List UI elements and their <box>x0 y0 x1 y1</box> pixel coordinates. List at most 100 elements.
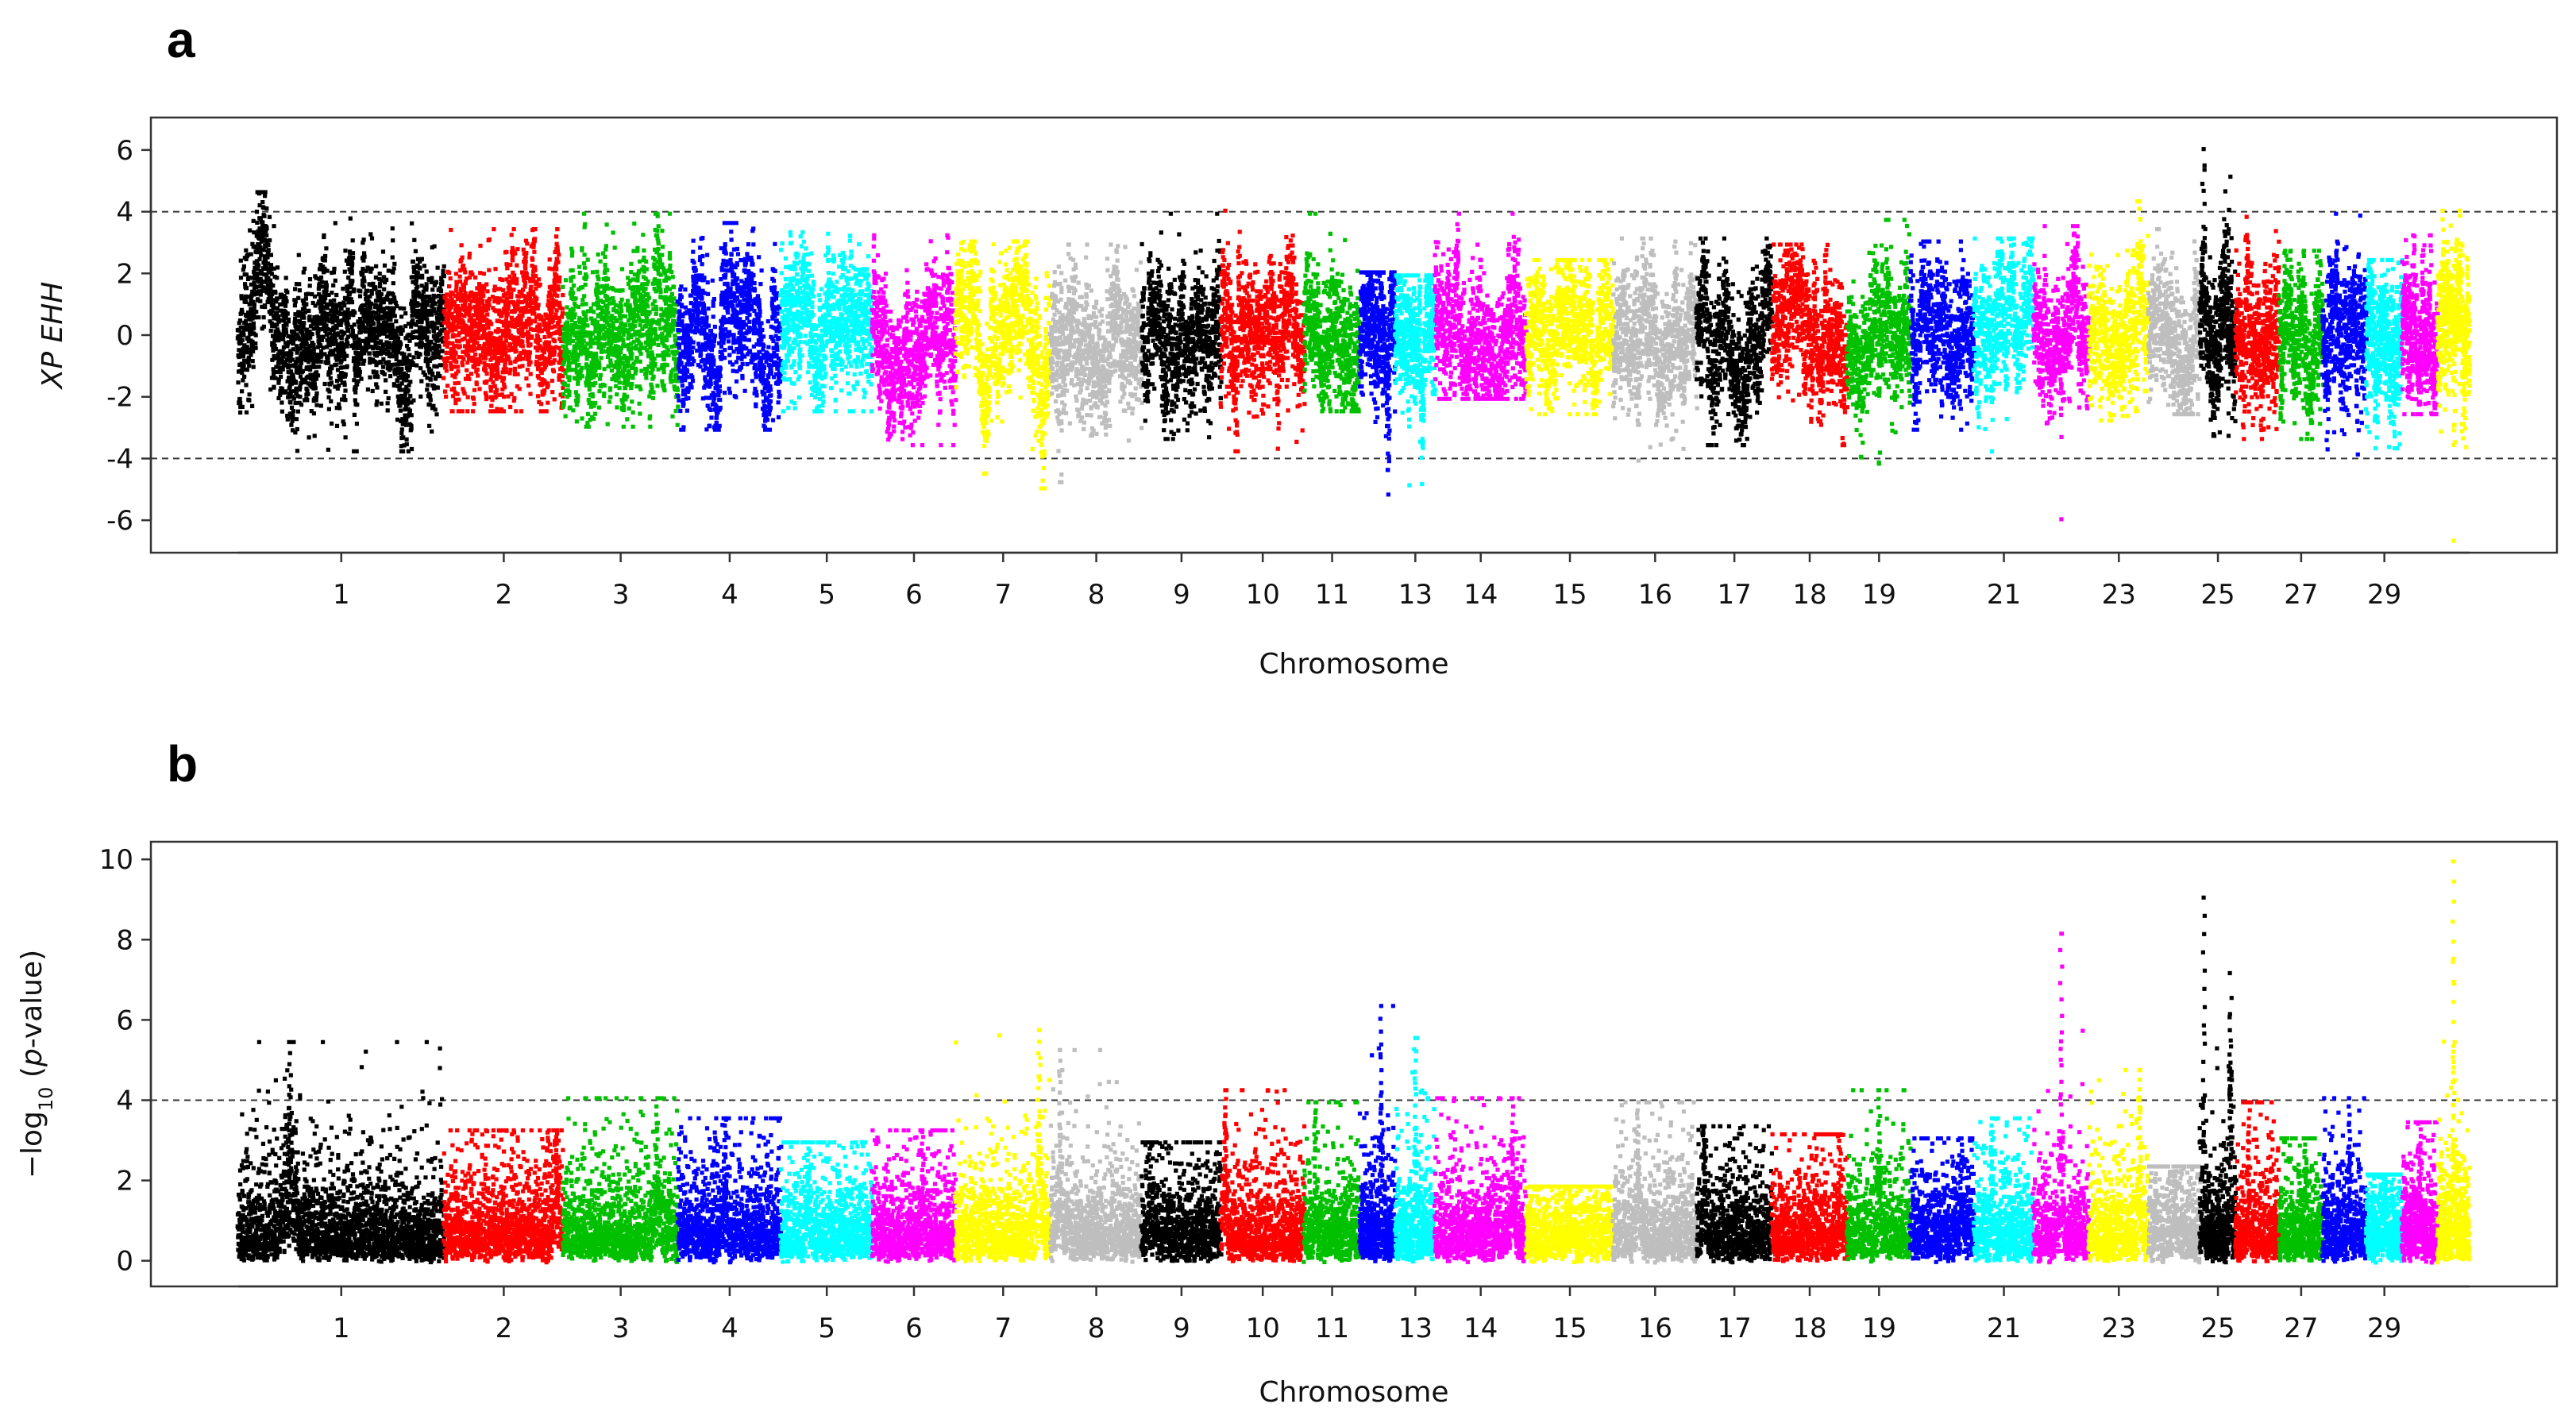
a-points-chr-27 <box>2277 249 2326 442</box>
b-series-chr-21 <box>1972 1116 2037 1264</box>
a-points-chr-21 <box>1971 236 2036 453</box>
b-points-chr-30 <box>2399 1120 2441 1265</box>
b-x-tick-label: 10 <box>1246 1313 1280 1344</box>
b-points-chr-7 <box>952 1028 1054 1263</box>
a-series-chr-21 <box>1971 236 2036 453</box>
b-points-chr-24 <box>2146 1164 2203 1265</box>
b-y-tick-label: 8 <box>116 924 133 956</box>
a-points-chr-30 <box>2400 233 2441 417</box>
b-x-tick-label: 16 <box>1638 1313 1672 1344</box>
b-x-tick-label: 19 <box>1862 1313 1896 1344</box>
b-points-chr-13 <box>1392 1035 1438 1264</box>
b-x-tick-label: 21 <box>1987 1313 2021 1344</box>
a-y-tick-label: -4 <box>106 443 133 475</box>
a-x-tick-label: 17 <box>1718 579 1752 611</box>
a-points-chr-19 <box>1845 218 1914 466</box>
b-series-chr-2 <box>442 1128 565 1265</box>
a-points-chr-24 <box>2146 227 2202 417</box>
b-series-chr-25 <box>2197 895 2239 1265</box>
panel-a-y-axis: -6 -4 -2 0 2 4 6 <box>106 135 152 537</box>
b-x-tick-label: 29 <box>2367 1313 2401 1344</box>
b-points-chr-2 <box>442 1128 565 1265</box>
b-x-tick-label: 6 <box>905 1313 923 1344</box>
a-points-chr-14 <box>1433 211 1529 401</box>
panel-b-letter: b <box>167 735 198 792</box>
a-x-tick-label: 25 <box>2200 579 2235 611</box>
b-series-chr-6 <box>870 1128 958 1264</box>
b-x-tick-label: 7 <box>994 1313 1012 1344</box>
b-x-tick-label: 13 <box>1398 1313 1433 1344</box>
b-points-chr-23 <box>2086 1068 2151 1263</box>
b-y-tick-label: 10 <box>99 844 133 876</box>
a-points-chr-7 <box>953 239 1053 491</box>
a-points-chr-11 <box>1301 211 1363 414</box>
a-points-chr-3 <box>561 211 681 429</box>
panel-a-x-axis: 1 2 3 4 5 6 7 8 9 10 11 13 14 15 16 17 18 19 21 23 25 27 29 <box>238 551 2470 611</box>
b-series-chr-5 <box>778 1140 875 1264</box>
b-x-tick-label: 3 <box>612 1313 630 1344</box>
b-points-chr-15 <box>1523 1184 1616 1264</box>
a-points-chr-4 <box>675 221 784 432</box>
b-y-tick-label: 6 <box>116 1005 133 1036</box>
b-series-chr-20 <box>1907 1136 1976 1264</box>
b-series-chr-4 <box>675 1116 784 1265</box>
b-series-chr-12 <box>1357 1004 1398 1263</box>
b-x-tick-label: 25 <box>2200 1313 2235 1344</box>
a-x-tick-label: 4 <box>721 579 738 611</box>
b-points-chr-10 <box>1218 1088 1307 1263</box>
b-points-chr-29 <box>2364 1172 2404 1265</box>
b-points-chr-16 <box>1610 1100 1699 1265</box>
a-x-tick-label: 3 <box>612 579 630 611</box>
b-y-tick-label: 4 <box>116 1085 133 1116</box>
b-series-chr-14 <box>1432 1096 1529 1264</box>
a-x-tick-label: 29 <box>2367 579 2401 611</box>
b-series-chr-9 <box>1139 1140 1224 1263</box>
b-series-chr-10 <box>1218 1088 1307 1263</box>
a-points-chr-2 <box>442 227 565 414</box>
a-y-tick-label: -6 <box>106 505 133 537</box>
a-y-tick-label: 0 <box>116 320 133 352</box>
a-x-tick-label: 23 <box>2102 579 2136 611</box>
panel-a-letter: a <box>167 11 195 68</box>
b-series-chr-8 <box>1048 1047 1144 1264</box>
a-x-tick-label: 7 <box>994 579 1012 611</box>
b-y-tick-label: 2 <box>116 1166 133 1197</box>
a-points-chr-17 <box>1694 236 1775 448</box>
a-x-tick-label: 2 <box>496 579 513 611</box>
b-series-chr-11 <box>1301 1100 1363 1264</box>
a-series-chr-5 <box>778 229 875 414</box>
a-points-chr-26 <box>2233 214 2281 442</box>
panel-a-threshold-lines <box>151 210 2557 460</box>
a-x-tick-label: 21 <box>1987 579 2021 611</box>
a-series-chr-11 <box>1301 211 1363 414</box>
panel-a-y-title: XP EHH <box>37 282 69 391</box>
a-x-tick-label: 5 <box>818 579 835 611</box>
b-x-tick-label: 8 <box>1088 1313 1105 1344</box>
a-x-tick-label: 19 <box>1862 579 1896 611</box>
a-points-chr-12 <box>1357 270 1398 497</box>
b-series-chr-15 <box>1523 1184 1616 1264</box>
b-points-chr-12 <box>1357 1004 1398 1263</box>
b-series-chr-23 <box>2086 1068 2151 1263</box>
b-y-tick-label: 0 <box>116 1246 133 1278</box>
a-series-chr-15 <box>1523 257 1616 417</box>
panel-b-x-axis: 1 2 3 4 5 6 7 8 9 10 11 13 14 15 16 17 18 19 21 23 25 27 29 <box>238 1285 2470 1344</box>
a-series-chr-12 <box>1357 270 1398 497</box>
a-points-chr-29 <box>2363 257 2405 451</box>
b-series-chr-3 <box>561 1096 681 1264</box>
b-x-tick-label: 11 <box>1315 1313 1349 1344</box>
b-points-chr-17 <box>1695 1124 1775 1265</box>
a-x-tick-label: 6 <box>905 579 923 611</box>
b-points-chr-4 <box>675 1116 784 1265</box>
a-series-chr-1 <box>235 190 447 453</box>
a-series-chr-30 <box>2400 233 2441 417</box>
a-points-chr-18 <box>1769 242 1850 448</box>
b-points-chr-22 <box>2030 931 2092 1265</box>
a-x-tick-label: 8 <box>1088 579 1105 611</box>
a-x-tick-label: 11 <box>1315 579 1349 611</box>
b-points-chr-8 <box>1048 1047 1144 1264</box>
b-series-chr-31 <box>2435 859 2472 1265</box>
b-points-chr-25 <box>2197 895 2239 1265</box>
